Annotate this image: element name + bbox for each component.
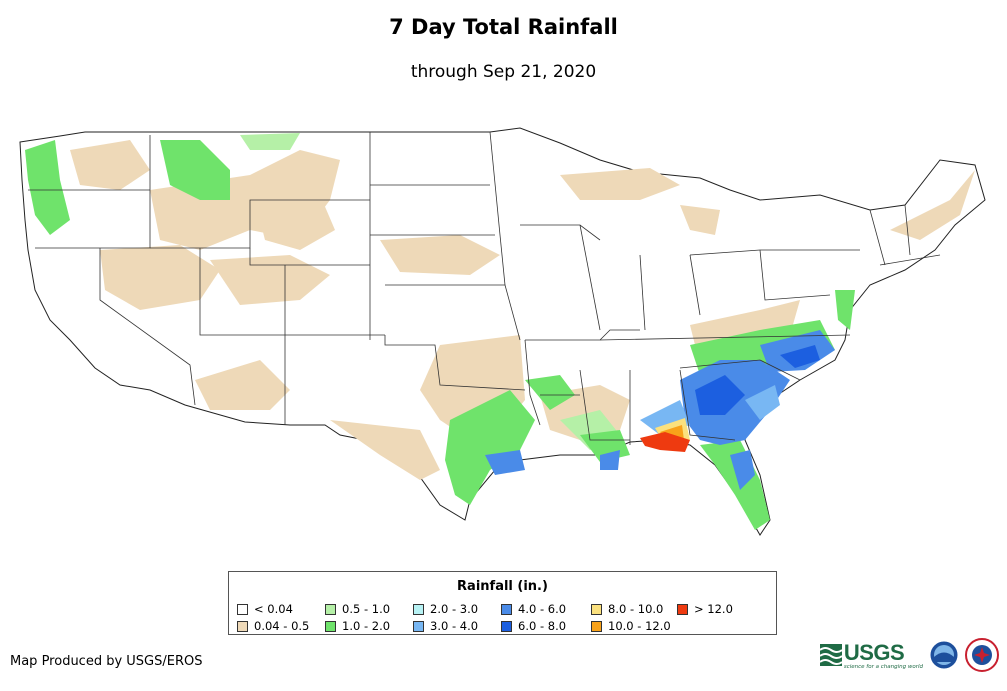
legend-label: 1.0 - 2.0 xyxy=(342,619,391,633)
state-boundaries xyxy=(28,131,941,445)
legend-swatch xyxy=(237,603,248,615)
legend-item: 1.0 - 2.0 xyxy=(325,619,390,633)
noaa-logo-icon xyxy=(929,640,959,670)
usgs-wordmark: USGS xyxy=(843,640,905,665)
legend-swatch xyxy=(591,620,602,632)
legend-item: 6.0 - 8.0 xyxy=(501,619,566,633)
rain-tan-layer xyxy=(70,140,975,480)
legend-label: < 0.04 xyxy=(254,602,293,616)
map-subtitle: through Sep 21, 2020 xyxy=(410,62,597,82)
agency-logos: USGS science for a changing world xyxy=(819,638,999,672)
legend-swatch xyxy=(413,620,424,632)
usgs-wave-icon xyxy=(819,644,842,666)
legend-swatch xyxy=(501,620,512,632)
map-title: 7 Day Total Rainfall xyxy=(389,15,618,39)
legend-swatch xyxy=(237,620,248,632)
us-rainfall-map xyxy=(19,127,986,536)
legend-label: 0.04 - 0.5 xyxy=(254,619,310,633)
legend-label: 8.0 - 10.0 xyxy=(608,602,664,616)
legend-swatch xyxy=(591,603,602,615)
legend-item: 8.0 - 10.0 xyxy=(591,602,663,616)
legend-label: 3.0 - 4.0 xyxy=(430,619,479,633)
legend-label: 4.0 - 6.0 xyxy=(518,602,567,616)
legend-label: 6.0 - 8.0 xyxy=(518,619,567,633)
legend-swatch xyxy=(325,603,336,615)
legend-label: > 12.0 xyxy=(694,602,733,616)
legend-item: 10.0 - 12.0 xyxy=(591,619,671,633)
legend-item: 3.0 - 4.0 xyxy=(413,619,478,633)
usgs-tagline: science for a changing world xyxy=(843,664,923,670)
legend-label: 0.5 - 1.0 xyxy=(342,602,391,616)
legend-label: 2.0 - 3.0 xyxy=(430,602,479,616)
legend-title: Rainfall (in.) xyxy=(457,579,548,594)
legend: Rainfall (in.) < 0.04 0.04 - 0.5 0.5 - 1… xyxy=(228,571,777,635)
legend-swatch xyxy=(677,603,688,615)
legend-label: 10.0 - 12.0 xyxy=(608,619,671,633)
legend-item: 0.04 - 0.5 xyxy=(237,619,309,633)
legend-item: 4.0 - 6.0 xyxy=(501,602,566,616)
rain-green-layer xyxy=(25,140,855,530)
legend-swatch xyxy=(501,603,512,615)
legend-swatch xyxy=(325,620,336,632)
nws-logo-icon xyxy=(965,638,999,672)
rain-dark-blue-layer xyxy=(695,345,820,415)
legend-item: 2.0 - 3.0 xyxy=(413,602,478,616)
usgs-logo: USGS science for a changing world xyxy=(819,640,923,670)
map-credit: Map Produced by USGS/EROS xyxy=(10,654,203,669)
legend-item: > 12.0 xyxy=(677,602,733,616)
rain-heavy-layer xyxy=(640,418,690,452)
legend-item: 0.5 - 1.0 xyxy=(325,602,390,616)
legend-swatch xyxy=(413,603,424,615)
legend-item: < 0.04 xyxy=(237,602,293,616)
